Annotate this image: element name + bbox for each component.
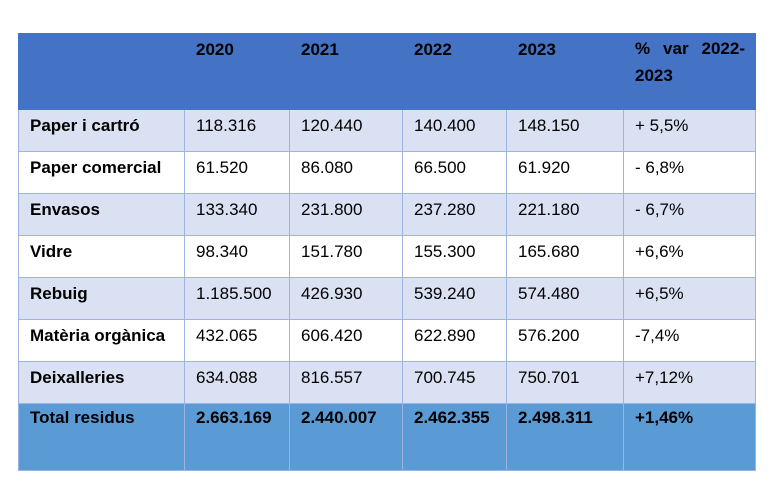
cell-2023: 574.480	[506, 277, 624, 320]
header-label-cell	[18, 33, 185, 110]
header-2021: 2021	[289, 33, 403, 110]
cell-2022: 700.745	[402, 361, 507, 404]
waste-table: 2020 2021 2022 2023 % var 2022- 2023 Pap…	[18, 33, 756, 471]
cell-2023: 750.701	[506, 361, 624, 404]
cell-variation: - 6,7%	[623, 193, 756, 236]
cell-2022: 622.890	[402, 319, 507, 362]
cell-variation: +6,5%	[623, 277, 756, 320]
table-row: Rebuig 1.185.500 426.930 539.240 574.480…	[18, 277, 756, 320]
table-row: Paper i cartró 118.316 120.440 140.400 1…	[18, 109, 756, 152]
header-variation-range-end: 2023	[635, 66, 673, 85]
cell-variation: -7,4%	[623, 319, 756, 362]
row-label: Paper i cartró	[18, 109, 185, 152]
cell-2023: 221.180	[506, 193, 624, 236]
total-variation: +1,46%	[623, 403, 756, 471]
header-variation-line1: % var 2022-	[635, 35, 755, 62]
cell-2022: 66.500	[402, 151, 507, 194]
header-variation-var: var	[663, 39, 689, 58]
cell-2023: 165.680	[506, 235, 624, 278]
table-row: Matèria orgànica 432.065 606.420 622.890…	[18, 319, 756, 362]
cell-2021: 606.420	[289, 319, 403, 362]
cell-2021: 120.440	[289, 109, 403, 152]
row-label: Rebuig	[18, 277, 185, 320]
table-header-row: 2020 2021 2022 2023 % var 2022- 2023	[18, 33, 756, 110]
cell-2020: 98.340	[184, 235, 290, 278]
cell-variation: - 6,8%	[623, 151, 756, 194]
header-2022: 2022	[402, 33, 507, 110]
cell-2021: 151.780	[289, 235, 403, 278]
cell-2020: 1.185.500	[184, 277, 290, 320]
table-row: Deixalleries 634.088 816.557 700.745 750…	[18, 361, 756, 404]
row-label: Matèria orgànica	[18, 319, 185, 362]
cell-2021: 816.557	[289, 361, 403, 404]
cell-variation: +6,6%	[623, 235, 756, 278]
row-label: Deixalleries	[18, 361, 185, 404]
row-label: Vidre	[18, 235, 185, 278]
cell-2020: 133.340	[184, 193, 290, 236]
total-2020: 2.663.169	[184, 403, 290, 471]
row-label: Paper comercial	[18, 151, 185, 194]
cell-2021: 86.080	[289, 151, 403, 194]
table-row: Envasos 133.340 231.800 237.280 221.180 …	[18, 193, 756, 236]
table-row: Paper comercial 61.520 86.080 66.500 61.…	[18, 151, 756, 194]
row-label: Envasos	[18, 193, 185, 236]
cell-variation: +7,12%	[623, 361, 756, 404]
cell-2020: 634.088	[184, 361, 290, 404]
cell-2021: 426.930	[289, 277, 403, 320]
table-row: Vidre 98.340 151.780 155.300 165.680 +6,…	[18, 235, 756, 278]
total-2022: 2.462.355	[402, 403, 507, 471]
header-variation: % var 2022- 2023	[623, 33, 756, 110]
total-2023: 2.498.311	[506, 403, 624, 471]
cell-2022: 155.300	[402, 235, 507, 278]
cell-2022: 539.240	[402, 277, 507, 320]
header-variation-percent: %	[635, 39, 651, 58]
cell-2020: 432.065	[184, 319, 290, 362]
cell-2020: 61.520	[184, 151, 290, 194]
cell-2023: 148.150	[506, 109, 624, 152]
total-2021: 2.440.007	[289, 403, 403, 471]
cell-2023: 61.920	[506, 151, 624, 194]
header-2020: 2020	[184, 33, 290, 110]
header-variation-range-start: 2022-	[701, 39, 745, 58]
cell-2020: 118.316	[184, 109, 290, 152]
header-2023: 2023	[506, 33, 624, 110]
total-row: Total residus 2.663.169 2.440.007 2.462.…	[18, 403, 756, 471]
total-label: Total residus	[18, 403, 185, 471]
cell-variation: + 5,5%	[623, 109, 756, 152]
cell-2021: 231.800	[289, 193, 403, 236]
cell-2022: 140.400	[402, 109, 507, 152]
cell-2023: 576.200	[506, 319, 624, 362]
cell-2022: 237.280	[402, 193, 507, 236]
